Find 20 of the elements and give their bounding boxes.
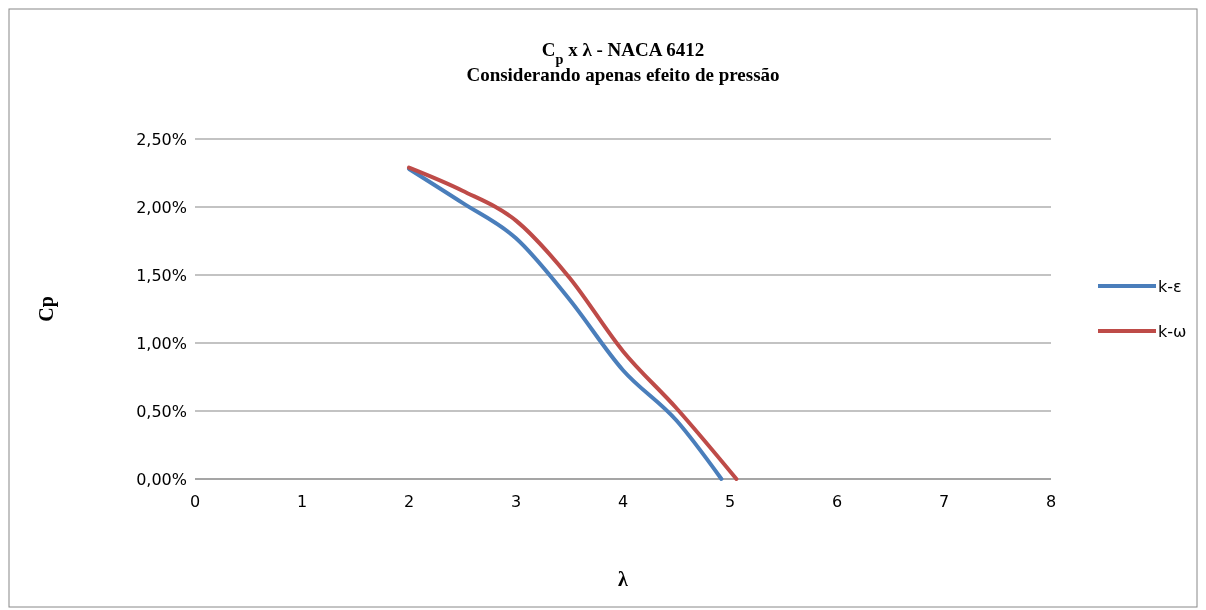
y-tick-label: 1,00% <box>136 333 187 353</box>
y-tick-label: 1,50% <box>136 265 187 285</box>
x-tick-label: 4 <box>617 492 629 511</box>
legend-label: k-ε <box>1158 276 1182 296</box>
x-tick-label: 6 <box>831 492 843 511</box>
y-tick-label: 0,00% <box>136 469 187 489</box>
y-tick-label: 2,50% <box>136 129 187 149</box>
y-tick-label: 2,00% <box>136 197 187 217</box>
x-tick-label: 8 <box>1045 492 1057 511</box>
x-tick-label: 2 <box>403 492 415 511</box>
y-tick-label: 0,50% <box>136 401 187 421</box>
x-tick-label: 3 <box>510 492 522 511</box>
chart-title: C$_{p}$ x λ - NACA 6412 <box>541 39 705 67</box>
x-axis-title: λ <box>618 568 629 590</box>
x-tick-label: 7 <box>938 492 950 511</box>
x-tick-label: 1 <box>296 492 308 511</box>
x-tick-label: 5 <box>724 492 736 511</box>
x-tick-label: 0 <box>189 492 201 511</box>
legend-label: k-ω <box>1158 321 1187 341</box>
y-axis-title: Cp <box>35 296 58 322</box>
